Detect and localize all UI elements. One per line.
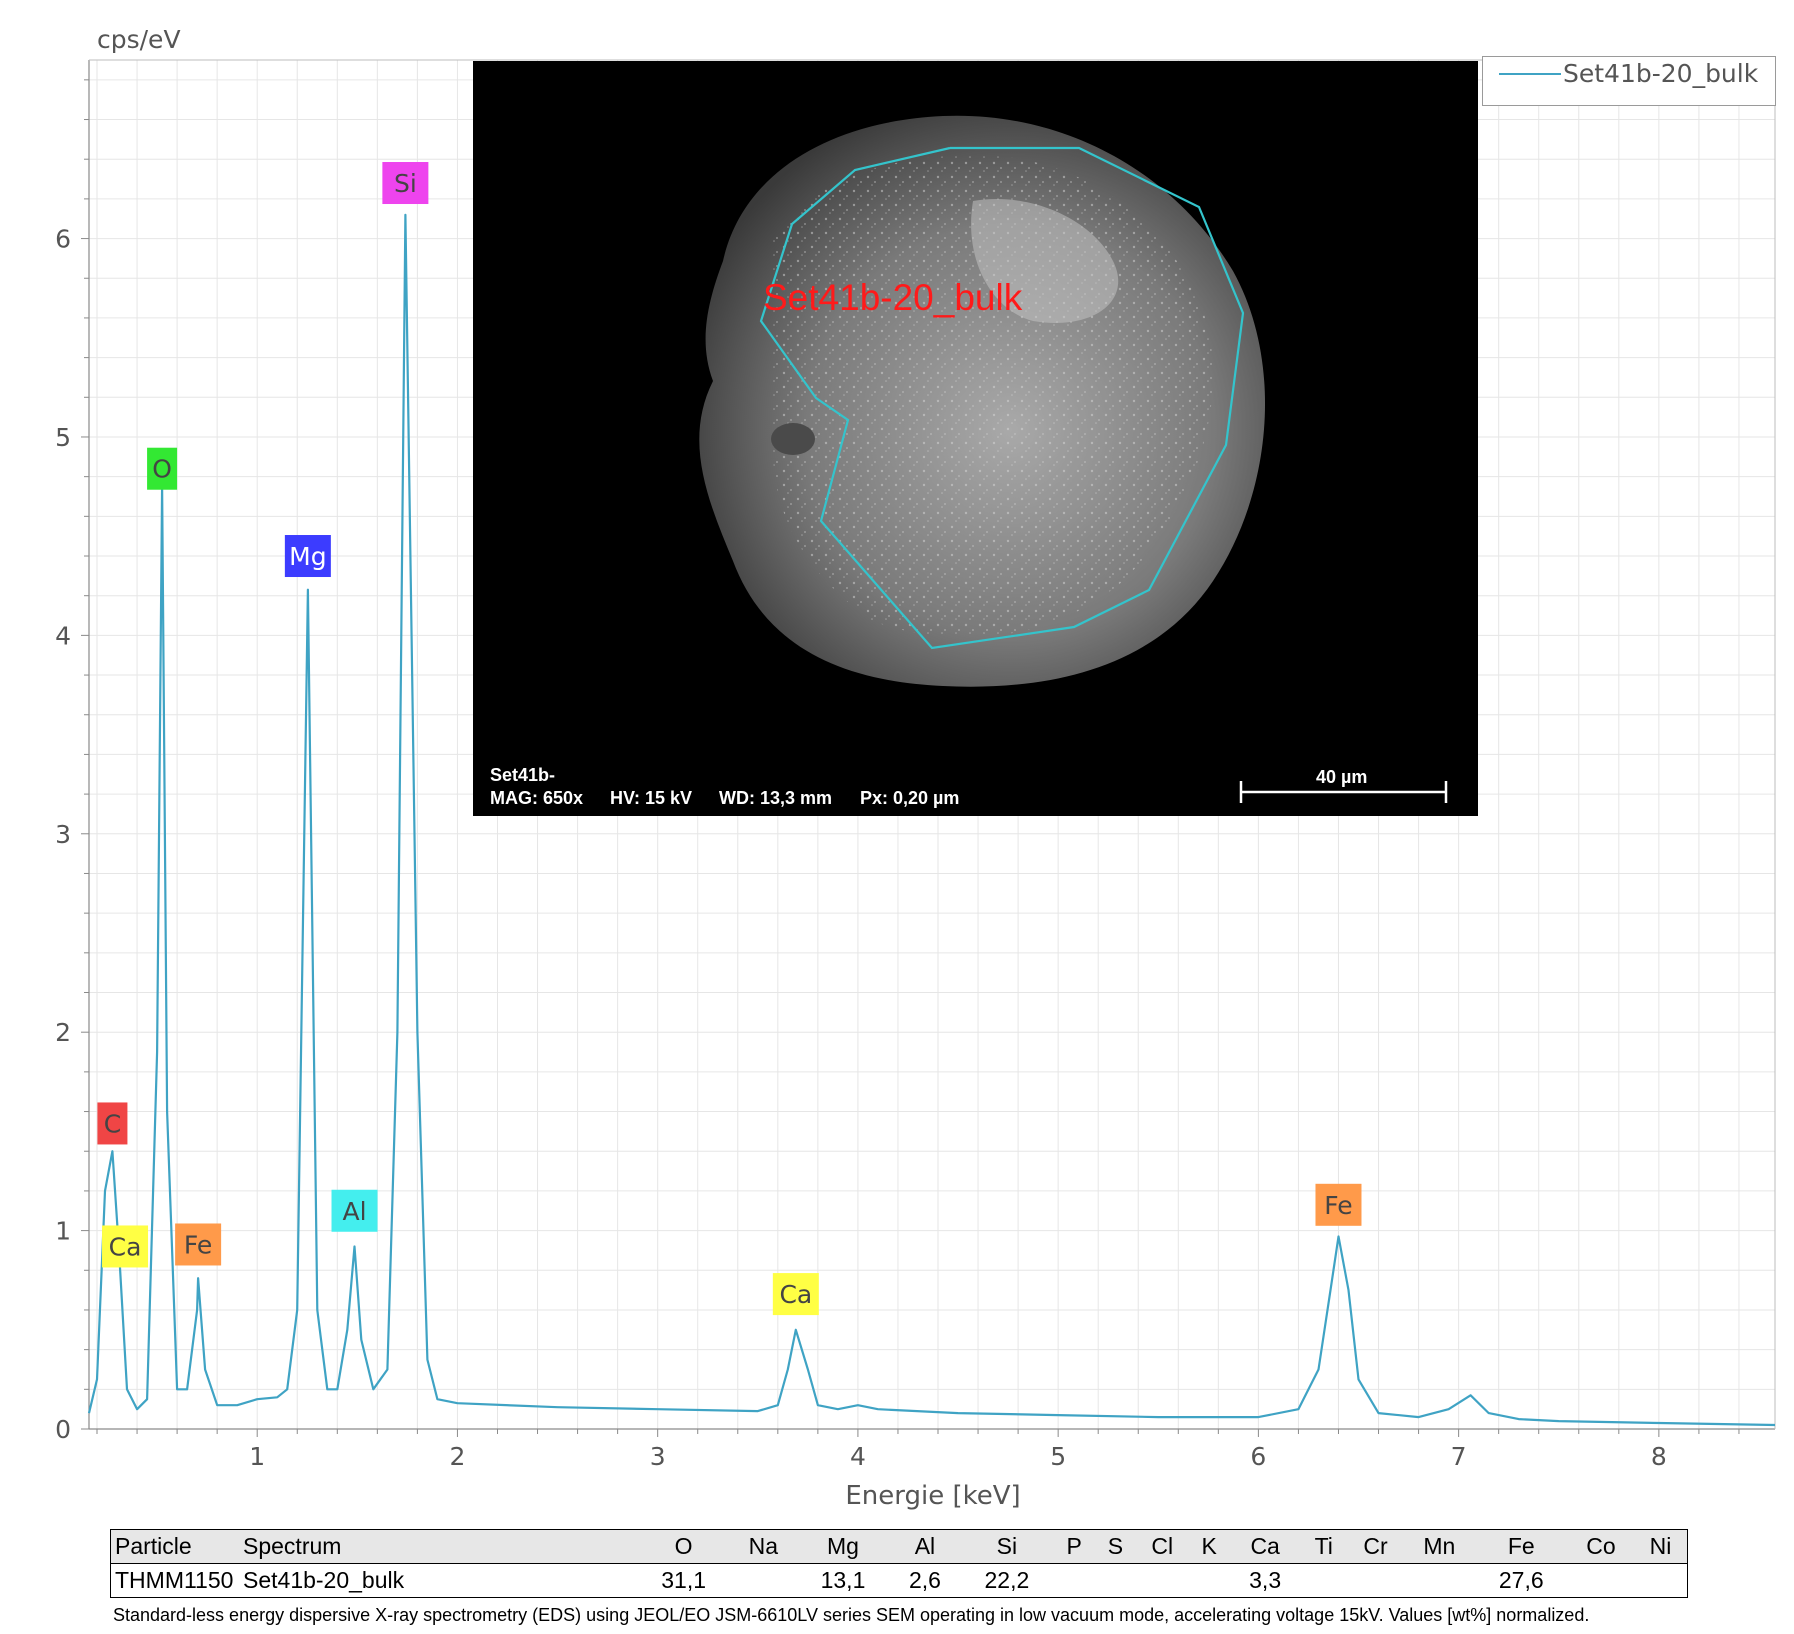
column-header: Mg — [796, 1529, 890, 1564]
x-tick-label: 2 — [449, 1442, 465, 1471]
column-header: S — [1094, 1529, 1137, 1564]
x-tick-label: 4 — [850, 1442, 866, 1471]
column-header: Particle — [110, 1529, 239, 1564]
column-header: Cl — [1136, 1529, 1189, 1564]
series-line — [87, 213, 1776, 1427]
sem-region-label: Set41b-20_bulk — [763, 277, 1023, 318]
table-cell: 27,6 — [1474, 1563, 1568, 1598]
table-cell — [1404, 1563, 1475, 1598]
element-label-box — [102, 1225, 149, 1268]
table-cell — [1136, 1563, 1189, 1598]
composition-table: Particle Spectrum O Na Mg Al Si P S Cl K… — [110, 1529, 1688, 1598]
legend-entry: Set41b-20_bulk — [1563, 59, 1759, 88]
element-label: Ca — [779, 1280, 812, 1309]
y-tick-label: 0 — [55, 1415, 71, 1444]
element-label-box — [772, 1273, 819, 1316]
table-cell: 13,1 — [796, 1563, 890, 1598]
y-tick-label: 1 — [55, 1217, 71, 1246]
figure-caption: Standard-less energy dispersive X-ray sp… — [113, 1605, 1590, 1625]
x-tick-label: 5 — [1050, 1442, 1066, 1471]
axis-layer: 0 1 2 3 4 5 6 1 2 3 4 5 6 7 8 — [55, 59, 1776, 1471]
element-label-box — [331, 1189, 378, 1232]
column-header: Fe — [1474, 1529, 1568, 1564]
table-cell: Set41b-20_bulk — [239, 1563, 637, 1598]
column-header: Al — [889, 1529, 961, 1564]
legend-swatch — [1499, 73, 1561, 75]
column-header: Ca — [1229, 1529, 1301, 1564]
element-label: Mg — [289, 542, 326, 571]
element-label: Fe — [1324, 1191, 1352, 1220]
element-label: Ca — [109, 1232, 142, 1261]
element-label: Si — [394, 169, 417, 198]
sem-pixel-size: Px: 0,20 µm — [860, 788, 960, 808]
element-label-box — [97, 1102, 128, 1145]
sem-micrograph: Set41b-20_bulk Set41b- MAG: 650x HV: 15 … — [473, 61, 1478, 816]
column-header: Ni — [1633, 1529, 1688, 1564]
table-cell: 3,3 — [1229, 1563, 1301, 1598]
y-tick-label: 3 — [55, 820, 71, 849]
y-tick-label: 5 — [55, 423, 71, 452]
table-cell — [1094, 1563, 1137, 1598]
sem-image-graphic — [699, 115, 1448, 803]
x-tick-label: 6 — [1250, 1442, 1266, 1471]
series-layer — [87, 213, 1776, 1427]
sem-high-voltage: HV: 15 kV — [610, 788, 693, 808]
table-cell — [1188, 1563, 1230, 1598]
element-label: Al — [342, 1197, 366, 1226]
y-axis-label: cps/eV — [97, 25, 181, 54]
y-tick-label: 2 — [55, 1018, 71, 1047]
y-tick-label: 4 — [55, 621, 71, 650]
element-label: C — [104, 1109, 121, 1138]
x-axis-label: Energie [keV] — [845, 1481, 1020, 1511]
sem-scale-bar-label: 40 µm — [1316, 767, 1368, 787]
element-label-box — [1315, 1183, 1362, 1226]
element-label-box — [175, 1223, 222, 1266]
column-header: Mn — [1404, 1529, 1475, 1564]
column-header: O — [637, 1529, 731, 1564]
table-header-row: Particle Spectrum O Na Mg Al Si P S Cl K… — [110, 1529, 1688, 1564]
table-cell: 22,2 — [960, 1563, 1054, 1598]
x-tick-label: 7 — [1451, 1442, 1467, 1471]
analysis-region-outline — [759, 146, 1245, 650]
x-tick-label: 3 — [650, 1442, 666, 1471]
element-label-box — [147, 447, 178, 490]
sem-magnification: MAG: 650x — [490, 788, 584, 808]
sem-sample-id: Set41b- — [490, 765, 556, 785]
table-cell: 31,1 — [637, 1563, 731, 1598]
table-cell: 2,6 — [889, 1563, 961, 1598]
column-header: Ti — [1300, 1529, 1347, 1564]
x-tick-label: 8 — [1651, 1442, 1667, 1471]
column-header: Spectrum — [239, 1529, 637, 1564]
table-row: THMM1150 Set41b-20_bulk 31,1 13,1 2,6 22… — [110, 1563, 1688, 1598]
particle-highlight — [971, 199, 1119, 323]
column-header: P — [1053, 1529, 1095, 1564]
y-tick-label: 6 — [55, 225, 71, 254]
table-cell — [1567, 1563, 1634, 1598]
sem-working-distance: WD: 13,3 mm — [719, 788, 833, 808]
table-cell — [1300, 1563, 1347, 1598]
table-cell — [1346, 1563, 1405, 1598]
table-cell — [1053, 1563, 1095, 1598]
table-cell: THMM1150 — [110, 1563, 239, 1598]
legend: Set41b-20_bulk — [1482, 56, 1776, 106]
element-label-layer: C Ca O Fe Mg Al Si Ca Fe — [97, 162, 1362, 1316]
column-header: Cr — [1346, 1529, 1405, 1564]
column-header: Co — [1567, 1529, 1634, 1564]
column-header: Si — [960, 1529, 1054, 1564]
x-tick-label: 1 — [249, 1442, 265, 1471]
element-label-box — [284, 535, 331, 578]
table-cell — [1633, 1563, 1688, 1598]
table-cell — [730, 1563, 797, 1598]
column-header: K — [1188, 1529, 1230, 1564]
element-label: Fe — [184, 1230, 212, 1259]
element-label: O — [152, 455, 172, 484]
column-header: Na — [730, 1529, 797, 1564]
element-label-box — [382, 162, 429, 205]
